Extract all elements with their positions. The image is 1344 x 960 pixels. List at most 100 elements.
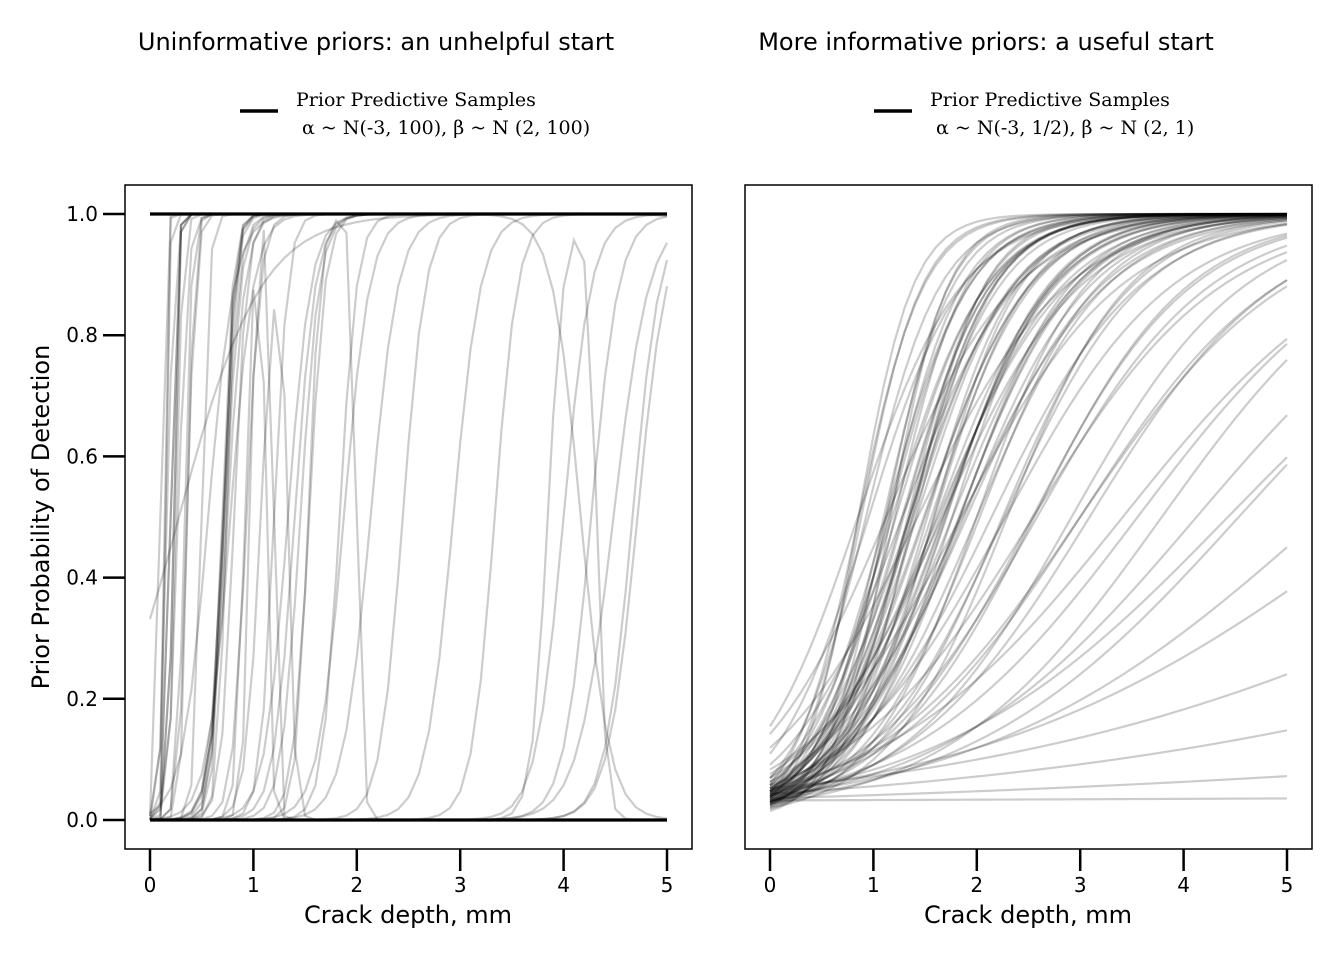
prior-sample-curve-1-18 — [769, 213, 1288, 808]
prior-sample-curve-1-70 — [769, 212, 1288, 806]
left-x-axis: 0 1 2 3 4 5 — [144, 849, 674, 897]
prior-sample-curve-1-62 — [769, 217, 1288, 791]
prior-sample-curve-1-22 — [769, 251, 1288, 787]
prior-sample-curve-1-26 — [769, 212, 1288, 798]
prior-sample-curve-1-55 — [769, 214, 1288, 800]
prior-sample-curve-1-56 — [769, 215, 1288, 793]
prior-sample-curve-1-16 — [769, 223, 1288, 793]
prior-sample-curve-1-71 — [769, 214, 1288, 795]
prior-sample-curve-1-19 — [769, 212, 1287, 793]
prior-sample-curve-1-39 — [769, 590, 1288, 793]
prior-sample-curve-1-60 — [769, 213, 1288, 779]
prior-sample-curve-1-21 — [769, 244, 1288, 795]
prior-sample-curve-1-58 — [769, 213, 1288, 798]
prior-sample-curve-1-63 — [769, 213, 1288, 794]
prior-sample-curve-1-42 — [769, 775, 1288, 800]
prior-sample-curve-1-27 — [769, 212, 1287, 807]
right-chart-title: More informative priors: a useful start — [758, 28, 1214, 56]
prior-sample-curve-0-41 — [150, 212, 667, 822]
prior-sample-curve-1-34 — [769, 414, 1288, 800]
right-x-axis: 0 1 2 3 4 5 — [764, 849, 1294, 897]
y-tick-label: 0.6 — [66, 444, 98, 468]
prior-sample-curve-1-76 — [769, 215, 1288, 798]
prior-sample-curve-1-17 — [769, 222, 1288, 802]
prior-sample-curve-1-14 — [769, 214, 1288, 804]
prior-sample-curve-1-20 — [769, 212, 1287, 779]
prior-sample-curve-1-3 — [769, 213, 1288, 793]
prior-sample-curve-1-29 — [769, 279, 1288, 802]
prior-sample-curve-1-30 — [769, 285, 1288, 793]
prior-sample-curve-1-4 — [769, 215, 1288, 780]
y-tick-label: 0.0 — [66, 808, 98, 832]
prior-sample-curve-1-28 — [769, 213, 1288, 766]
x-tick-label: 5 — [661, 873, 674, 897]
x-tick-label: 4 — [557, 873, 570, 897]
prior-sample-curve-1-65 — [769, 279, 1288, 797]
x-tick-label: 5 — [1281, 873, 1294, 897]
prior-sample-curve-1-15 — [769, 222, 1288, 771]
prior-sample-curve-1-35 — [769, 358, 1288, 805]
right-x-axis-label: Crack depth, mm — [924, 901, 1132, 929]
prior-sample-curve-1-24 — [769, 220, 1288, 805]
prior-sample-curve-1-5 — [769, 212, 1288, 802]
prior-sample-curve-1-11 — [769, 212, 1288, 793]
x-tick-label: 2 — [350, 873, 363, 897]
left-curves — [148, 212, 669, 822]
prior-sample-curve-1-46 — [769, 213, 1288, 727]
right-legend-params: α ~ N(-3, 1/2), β ~ N (2, 1) — [936, 117, 1194, 139]
y-tick-label: 1.0 — [66, 202, 98, 226]
right-legend-label: Prior Predictive Samples — [930, 89, 1170, 111]
prior-sample-curve-1-12 — [769, 216, 1288, 775]
y-tick-label: 0.8 — [66, 323, 98, 347]
y-tick-label: 0.4 — [66, 566, 98, 590]
prior-sample-curve-1-52 — [769, 213, 1288, 804]
prior-sample-curve-1-43 — [769, 797, 1288, 802]
x-tick-label: 3 — [1074, 873, 1087, 897]
prior-sample-curve-1-61 — [769, 214, 1288, 808]
prior-sample-curve-1-77 — [769, 213, 1288, 787]
left-plot-frame — [124, 184, 693, 850]
right-plot-frame — [744, 184, 1313, 850]
right-curves — [769, 212, 1288, 813]
prior-sample-curve-1-50 — [769, 218, 1288, 810]
prior-sample-curve-1-59 — [769, 212, 1287, 804]
prior-sample-curve-1-10 — [769, 213, 1288, 783]
prior-sample-curve-1-8 — [769, 212, 1288, 805]
prior-sample-curve-1-45 — [769, 214, 1288, 735]
prior-sample-curve-1-78 — [769, 213, 1288, 804]
prior-sample-curve-1-37 — [769, 463, 1288, 802]
prior-sample-curve-1-25 — [769, 213, 1288, 790]
prior-sample-curve-1-73 — [769, 213, 1288, 793]
x-tick-label: 4 — [1177, 873, 1190, 897]
prior-sample-curve-1-0 — [769, 214, 1288, 798]
prior-sample-curve-1-7 — [769, 214, 1288, 790]
prior-sample-curve-1-75 — [769, 212, 1288, 800]
prior-sample-curve-1-41 — [769, 729, 1288, 795]
prior-sample-curve-1-36 — [769, 456, 1288, 795]
left-legend-params: α ~ N(-3, 100), β ~ N (2, 100) — [302, 117, 590, 139]
left-x-axis-label: Crack depth, mm — [304, 901, 512, 929]
prior-sample-curve-1-23 — [769, 236, 1288, 800]
left-chart-title: Uninformative priors: an unhelpful start — [138, 28, 614, 56]
left-y-axis-label: Prior Probability of Detection — [27, 345, 55, 690]
prior-sample-curve-1-6 — [769, 213, 1288, 795]
prior-sample-curve-1-33 — [769, 337, 1288, 790]
prior-sample-curve-1-79 — [769, 216, 1288, 795]
prior-sample-curve-1-47 — [769, 216, 1288, 749]
prior-sample-curve-1-53 — [769, 212, 1288, 795]
prior-sample-curve-1-69 — [769, 212, 1287, 785]
x-tick-label: 3 — [454, 873, 467, 897]
x-tick-label: 2 — [970, 873, 983, 897]
prior-sample-curve-1-40 — [769, 673, 1288, 790]
prior-sample-curve-1-44 — [769, 212, 1288, 755]
prior-sample-curve-1-31 — [769, 258, 1288, 804]
prior-sample-curve-1-51 — [769, 213, 1288, 807]
prior-sample-curve-1-68 — [769, 212, 1287, 799]
prior-sample-curve-1-72 — [769, 213, 1288, 802]
x-tick-label: 1 — [867, 873, 880, 897]
prior-sample-curve-1-74 — [769, 213, 1288, 790]
prior-sample-curve-1-49 — [769, 212, 1287, 813]
prior-sample-curve-1-13 — [769, 217, 1288, 798]
left-legend-label: Prior Predictive Samples — [296, 89, 536, 111]
